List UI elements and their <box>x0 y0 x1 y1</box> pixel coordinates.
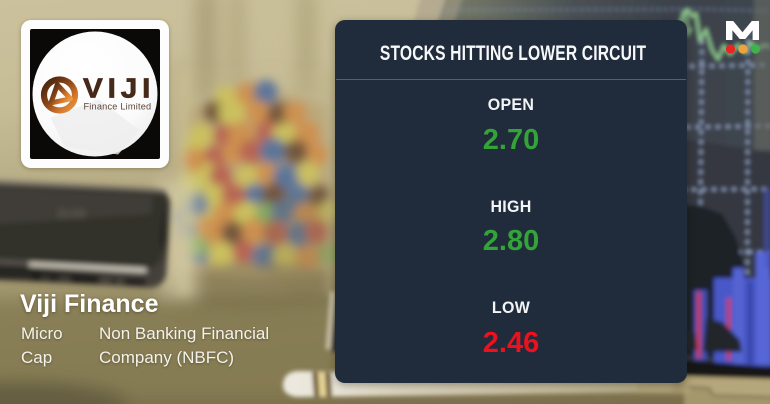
svg-text:21:03: 21:03 <box>57 208 85 220</box>
svg-text:Finance Limited: Finance Limited <box>84 102 152 112</box>
svg-text:VIJI: VIJI <box>83 73 155 104</box>
